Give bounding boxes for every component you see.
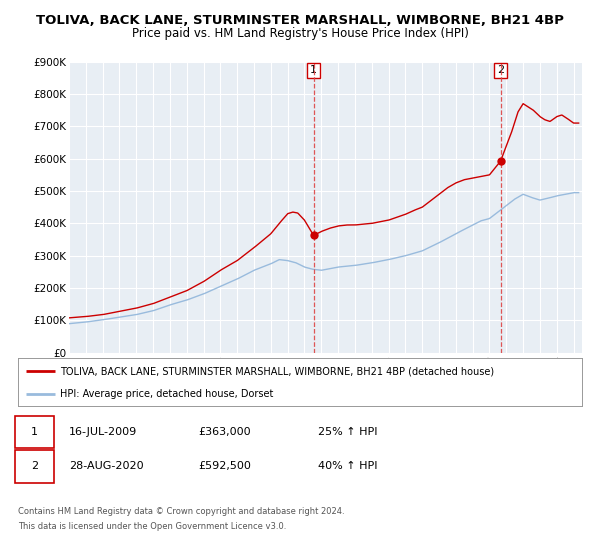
Text: £363,000: £363,000 — [198, 427, 251, 437]
Text: This data is licensed under the Open Government Licence v3.0.: This data is licensed under the Open Gov… — [18, 522, 286, 531]
Text: 40% ↑ HPI: 40% ↑ HPI — [318, 461, 377, 472]
Text: 1: 1 — [310, 66, 317, 76]
Text: 28-AUG-2020: 28-AUG-2020 — [69, 461, 143, 472]
Text: TOLIVA, BACK LANE, STURMINSTER MARSHALL, WIMBORNE, BH21 4BP (detached house): TOLIVA, BACK LANE, STURMINSTER MARSHALL,… — [60, 366, 494, 376]
Text: 2: 2 — [497, 66, 504, 76]
Text: 25% ↑ HPI: 25% ↑ HPI — [318, 427, 377, 437]
Text: TOLIVA, BACK LANE, STURMINSTER MARSHALL, WIMBORNE, BH21 4BP: TOLIVA, BACK LANE, STURMINSTER MARSHALL,… — [36, 14, 564, 27]
Text: 2: 2 — [31, 461, 38, 472]
Text: HPI: Average price, detached house, Dorset: HPI: Average price, detached house, Dors… — [60, 389, 274, 399]
Text: Price paid vs. HM Land Registry's House Price Index (HPI): Price paid vs. HM Land Registry's House … — [131, 27, 469, 40]
Text: 1: 1 — [31, 427, 38, 437]
Text: £592,500: £592,500 — [198, 461, 251, 472]
Text: 16-JUL-2009: 16-JUL-2009 — [69, 427, 137, 437]
Text: Contains HM Land Registry data © Crown copyright and database right 2024.: Contains HM Land Registry data © Crown c… — [18, 507, 344, 516]
